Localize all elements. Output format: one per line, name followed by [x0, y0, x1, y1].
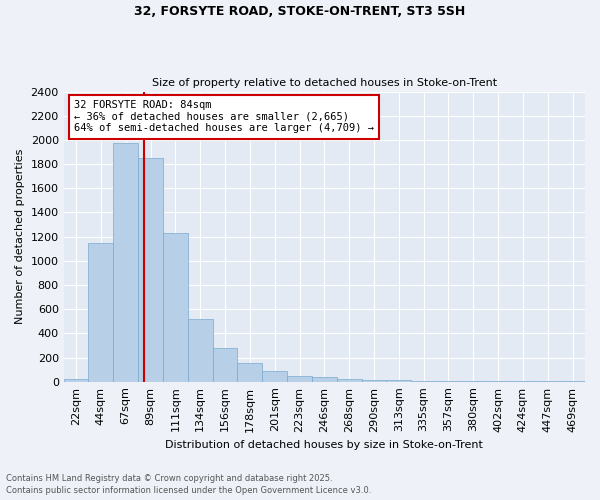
- Bar: [238, 363, 262, 382]
- Bar: [312, 378, 337, 382]
- Bar: [64, 378, 88, 382]
- Bar: [113, 143, 138, 382]
- Y-axis label: Number of detached properties: Number of detached properties: [15, 149, 25, 324]
- Bar: [138, 158, 163, 382]
- Title: Size of property relative to detached houses in Stoke-on-Trent: Size of property relative to detached ho…: [152, 78, 497, 88]
- Bar: [511, 381, 535, 382]
- Bar: [212, 348, 238, 382]
- Bar: [461, 381, 485, 382]
- Bar: [337, 380, 362, 382]
- Text: 32, FORSYTE ROAD, STOKE-ON-TRENT, ST3 5SH: 32, FORSYTE ROAD, STOKE-ON-TRENT, ST3 5S…: [134, 5, 466, 18]
- Bar: [485, 381, 511, 382]
- Bar: [88, 242, 113, 382]
- X-axis label: Distribution of detached houses by size in Stoke-on-Trent: Distribution of detached houses by size …: [166, 440, 483, 450]
- Bar: [535, 381, 560, 382]
- Bar: [163, 233, 188, 382]
- Bar: [386, 380, 411, 382]
- Bar: [560, 381, 585, 382]
- Text: 32 FORSYTE ROAD: 84sqm
← 36% of detached houses are smaller (2,665)
64% of semi-: 32 FORSYTE ROAD: 84sqm ← 36% of detached…: [74, 100, 374, 134]
- Bar: [287, 376, 312, 382]
- Bar: [362, 380, 386, 382]
- Bar: [188, 319, 212, 382]
- Bar: [436, 381, 461, 382]
- Text: Contains HM Land Registry data © Crown copyright and database right 2025.
Contai: Contains HM Land Registry data © Crown c…: [6, 474, 371, 495]
- Bar: [262, 372, 287, 382]
- Bar: [411, 381, 436, 382]
